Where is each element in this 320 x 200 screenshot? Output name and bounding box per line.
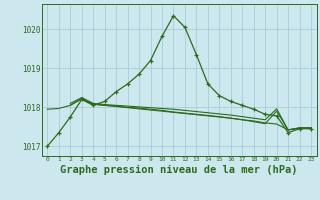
X-axis label: Graphe pression niveau de la mer (hPa): Graphe pression niveau de la mer (hPa) [60,165,298,175]
